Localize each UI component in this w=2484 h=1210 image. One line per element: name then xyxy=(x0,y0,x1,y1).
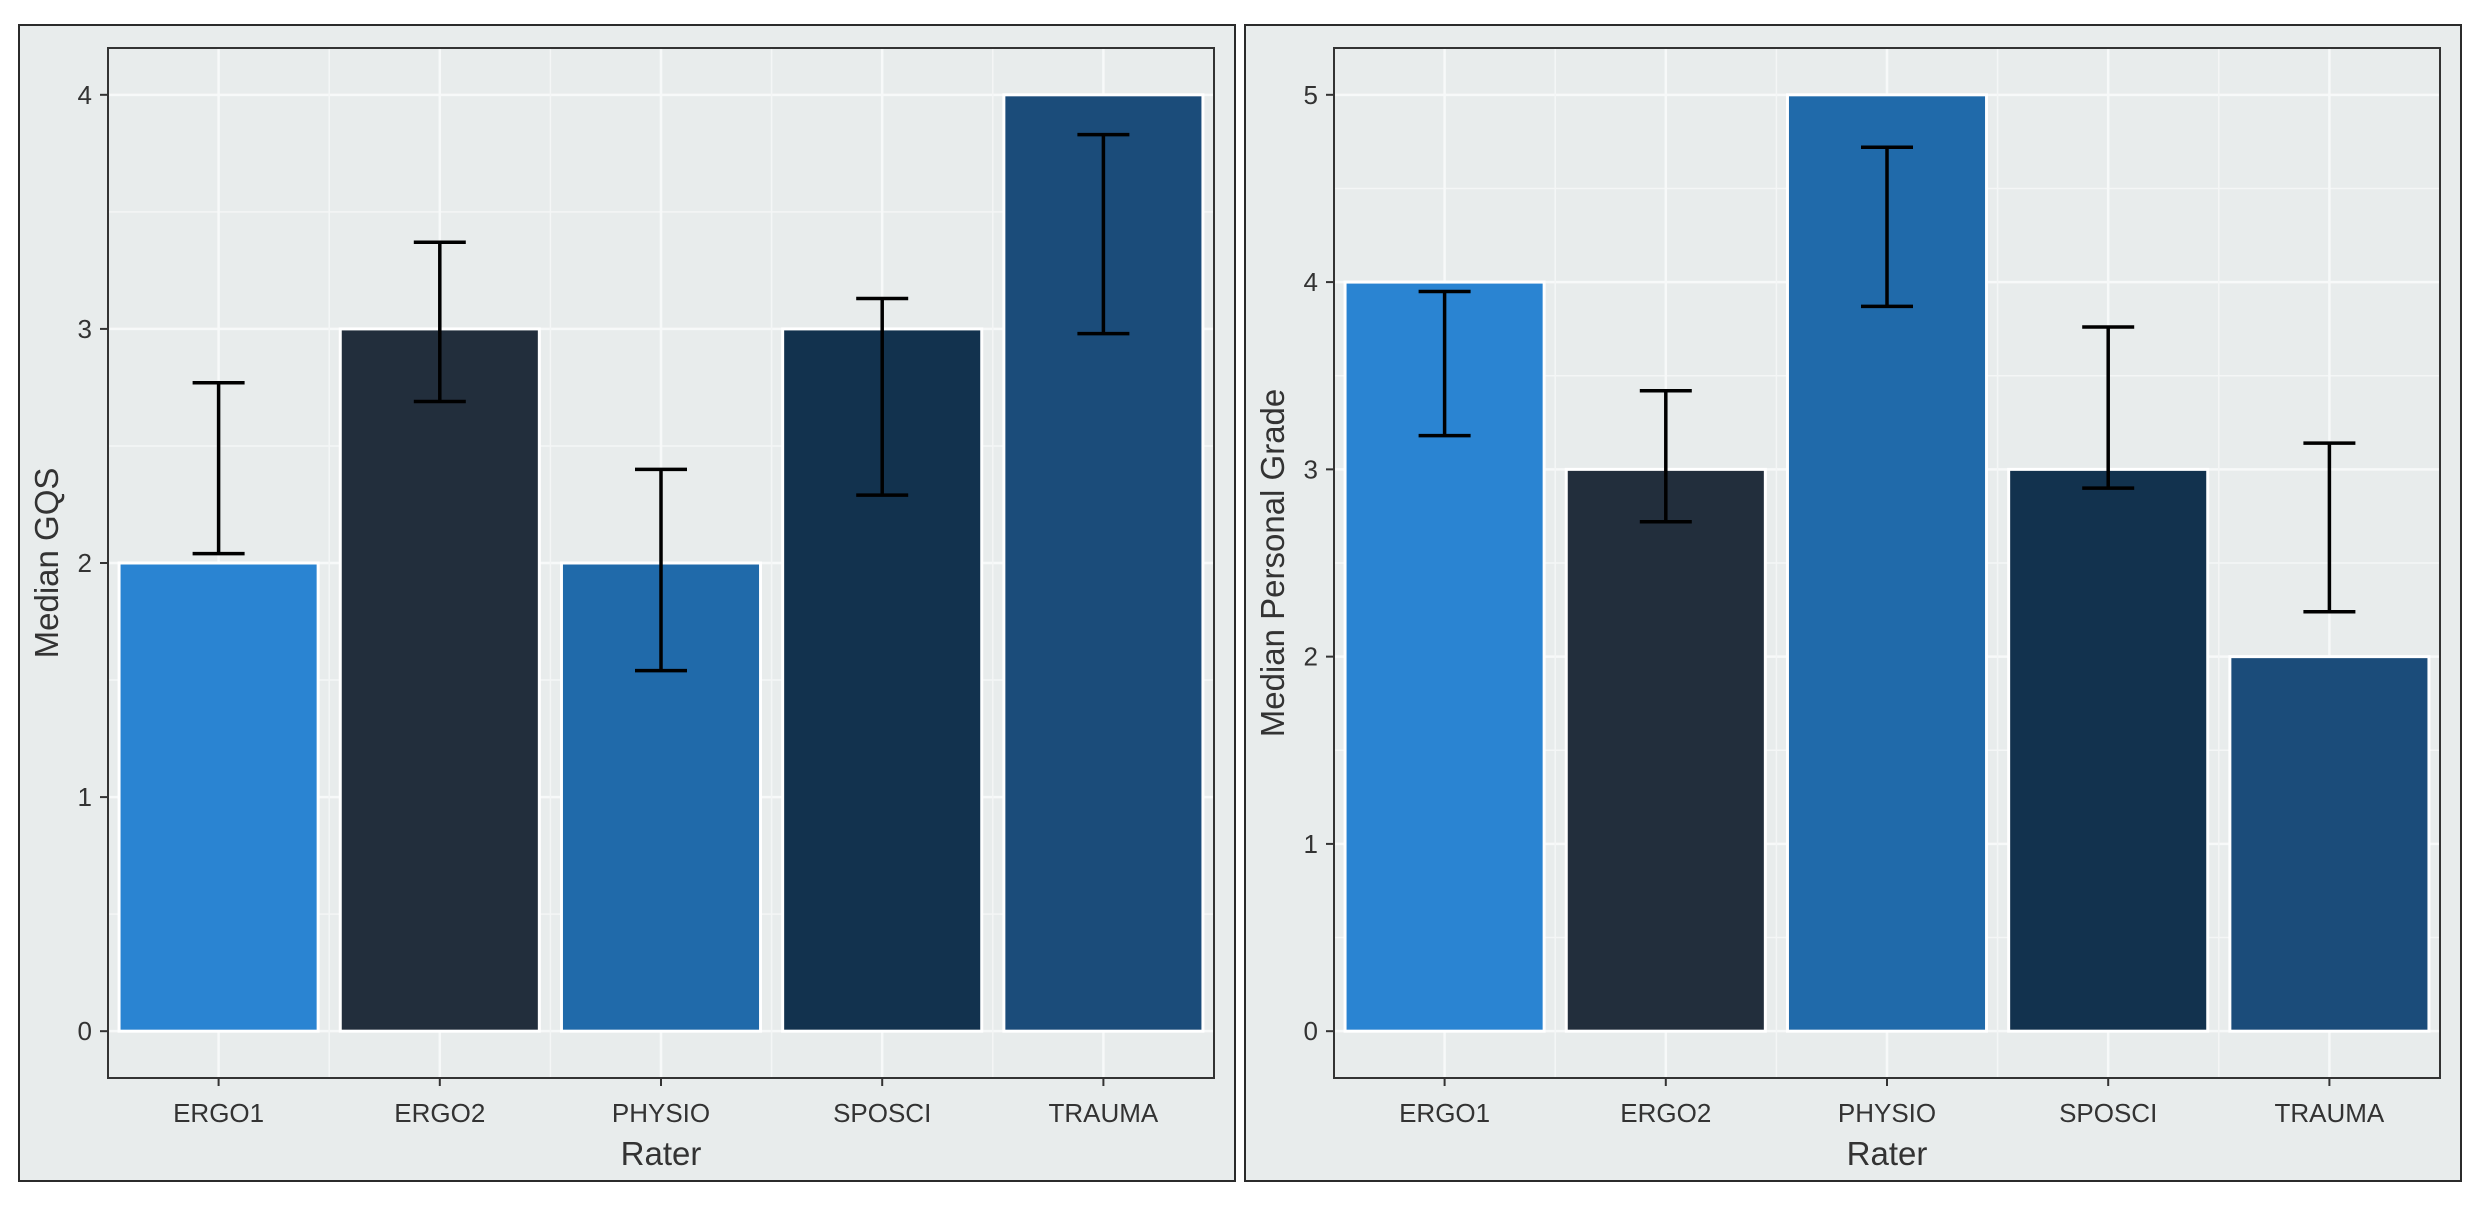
left-chart-panel: 0 1 2 3 4 ERGO1 ERGO2 PHYSIO SPOSCI TRAUMA Rater Me… xyxy=(18,24,1236,1182)
y-tick-label: 2 xyxy=(1304,642,1318,672)
error-bar-physio xyxy=(635,467,687,673)
x-tick-label: PHYSIO xyxy=(1838,1098,1936,1128)
bar-trauma xyxy=(2228,655,2431,1033)
bar-ergo1 xyxy=(117,561,320,1033)
y-tick-label: 4 xyxy=(1304,267,1318,297)
y-tick-label: 1 xyxy=(1304,829,1318,859)
x-tick-label: SPOSCI xyxy=(833,1098,931,1128)
x-tick-label: PHYSIO xyxy=(612,1098,710,1128)
y-tick-label: 0 xyxy=(78,1016,92,1046)
error-bar-ergo1 xyxy=(1418,289,1471,438)
y-tick-label: 4 xyxy=(78,80,92,110)
error-bar-physio xyxy=(1861,145,1913,309)
error-bar-sposci xyxy=(2082,325,2135,490)
y-tick-label: 2 xyxy=(78,548,92,578)
bar-sposci xyxy=(2007,467,2210,1033)
y-axis-title: Median Personal Grade xyxy=(1254,389,1291,738)
x-tick-label: ERGO1 xyxy=(173,1098,264,1128)
x-tick-label: TRAUMA xyxy=(1049,1098,1159,1128)
x-tick-label: ERGO1 xyxy=(1399,1098,1490,1128)
x-tick-label: TRAUMA xyxy=(2275,1098,2385,1128)
error-bar-sposci xyxy=(856,296,909,497)
error-bar-ergo2 xyxy=(413,240,466,404)
personal-grade-bar-chart: 0 1 2 3 4 5 ERGO1 ERGO2 PHYSIO SPOSCI TRAUMA Rater M… xyxy=(1254,47,2441,1172)
error-bar-trauma xyxy=(2303,441,2356,614)
bar-ergo2 xyxy=(1564,467,1767,1033)
error-bar-trauma xyxy=(1077,132,1130,336)
x-tick-label: SPOSCI xyxy=(2059,1098,2157,1128)
y-tick-label: 3 xyxy=(1304,454,1318,484)
x-tick-label: ERGO2 xyxy=(394,1098,485,1128)
bar-physio xyxy=(559,561,763,1033)
y-axis-title: Median GQS xyxy=(28,468,65,659)
y-tick-label: 0 xyxy=(1304,1016,1318,1046)
x-axis-title: Rater xyxy=(621,1135,702,1172)
gqs-bar-chart: 0 1 2 3 4 ERGO1 ERGO2 PHYSIO SPOSCI TRAUMA Rater Me… xyxy=(28,47,1215,1172)
error-bar-ergo2 xyxy=(1639,388,1692,524)
y-tick-label: 5 xyxy=(1304,80,1318,110)
right-chart-panel: 0 1 2 3 4 5 ERGO1 ERGO2 PHYSIO SPOSCI TRAUMA Rater M… xyxy=(1244,24,2462,1182)
x-tick-label: ERGO2 xyxy=(1620,1098,1711,1128)
y-tick-label: 1 xyxy=(78,782,92,812)
x-axis-title: Rater xyxy=(1847,1135,1928,1172)
y-tick-label: 3 xyxy=(78,314,92,344)
bar-ergo2 xyxy=(338,327,541,1033)
error-bar-ergo1 xyxy=(192,381,245,556)
